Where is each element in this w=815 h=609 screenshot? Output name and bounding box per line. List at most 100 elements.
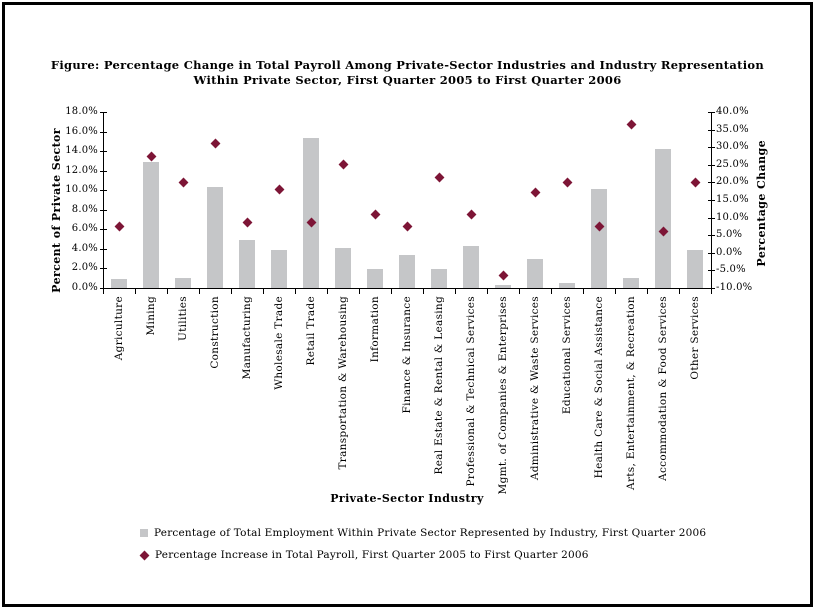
employment-bar: [335, 247, 351, 288]
category-label: Construction: [209, 296, 221, 369]
payroll-diamond: [178, 177, 188, 188]
payroll-diamond: [498, 270, 508, 281]
y-axis-right-tick-label: -5.0%: [716, 264, 746, 276]
y-axis-right-tick: [708, 182, 715, 184]
employment-bar: [495, 285, 511, 288]
y-axis-left-line: [103, 112, 104, 289]
x-axis-tick: [199, 288, 200, 294]
x-axis-tick: [135, 288, 136, 294]
employment-bar: [175, 278, 191, 288]
x-axis-tick: [263, 288, 264, 294]
diamond-icon: [139, 550, 150, 560]
payroll-diamond: [210, 138, 220, 149]
y-axis-right-tick-label: -10.0%: [716, 282, 753, 293]
y-axis-right-tick-label: 40.0%: [716, 106, 749, 117]
chart-title-line2: Within Private Sector, First Quarter 200…: [193, 73, 622, 87]
category-label: Retail Trade: [305, 296, 317, 366]
y-axis-left-tick: [100, 151, 107, 153]
y-axis-left-tick-label: 0.0%: [71, 282, 98, 293]
employment-bar: [623, 278, 639, 288]
legend-label-payroll: Percentage Increase in Total Payroll, Fi…: [155, 549, 589, 561]
payroll-diamond: [690, 177, 700, 188]
employment-bar: [431, 269, 447, 288]
category-label: Professional & Technical Services: [465, 296, 477, 487]
y-axis-right-tick-label: 15.0%: [716, 194, 749, 205]
x-axis-title: Private-Sector Industry: [330, 492, 484, 505]
y-axis-left-tick: [100, 190, 107, 192]
y-axis-right-title: Percentage Change: [755, 140, 768, 267]
employment-bar: [591, 189, 607, 288]
category-label: Arts, Entertainment, & Recreation: [625, 296, 637, 490]
y-axis-left-title: Percent of Private Sector: [50, 128, 63, 293]
payroll-diamond: [370, 209, 380, 220]
x-axis-tick: [583, 288, 584, 294]
y-axis-left-tick-label: 6.0%: [71, 223, 98, 235]
payroll-diamond: [530, 188, 540, 198]
y-axis-right-tick: [708, 147, 715, 149]
x-axis-tick: [615, 288, 616, 294]
payroll-diamond: [146, 151, 156, 161]
x-axis-tick: [711, 288, 712, 294]
category-label: Real Estate & Rental & Leasing: [433, 296, 445, 475]
employment-bar: [687, 249, 703, 288]
payroll-diamond: [242, 217, 252, 228]
x-axis-tick: [455, 288, 456, 294]
x-axis-tick: [679, 288, 680, 294]
x-axis-tick: [487, 288, 488, 294]
y-axis-left-tick: [100, 112, 107, 113]
category-label: Educational Services: [561, 296, 573, 415]
employment-bar: [527, 258, 543, 288]
y-axis-right-tick-label: 0.0%: [716, 246, 743, 258]
x-axis-tick: [551, 288, 552, 294]
legend-item-payroll: Percentage Increase in Total Payroll, Fi…: [139, 544, 706, 566]
employment-bar: [207, 187, 223, 288]
employment-bar: [655, 149, 671, 288]
y-axis-left-tick: [100, 170, 107, 172]
category-label: Manufacturing: [241, 296, 253, 380]
y-axis-left-tick-label: 16.0%: [65, 125, 98, 137]
category-label: Administrative & Waste Services: [529, 296, 541, 481]
category-label: Health Care & Social Assistance: [593, 296, 605, 479]
y-axis-left-tick-label: 12.0%: [65, 164, 98, 176]
category-label: Other Services: [689, 296, 701, 380]
y-axis-left-tick: [100, 209, 107, 211]
payroll-diamond: [338, 159, 348, 170]
category-label: Utilities: [177, 296, 189, 342]
payroll-diamond: [114, 221, 124, 232]
category-label: Transportation & Warehousing: [337, 296, 349, 470]
employment-bar: [463, 245, 479, 288]
x-axis-line: [103, 288, 712, 289]
legend: Percentage of Total Employment Within Pr…: [139, 522, 706, 566]
x-axis-tick: [423, 288, 424, 294]
y-axis-left-tick: [100, 229, 107, 231]
category-label: Information: [369, 296, 381, 363]
legend-item-employment: Percentage of Total Employment Within Pr…: [140, 522, 706, 544]
employment-bar: [303, 138, 319, 288]
chart-title-line1: Figure: Percentage Change in Total Payro…: [50, 58, 765, 72]
category-label: Mgmt. of Companies & Enterprises: [497, 296, 509, 495]
legend-label-employment: Percentage of Total Employment Within Pr…: [154, 527, 707, 539]
y-axis-left-tick: [100, 248, 107, 250]
x-axis-tick: [295, 288, 296, 294]
chart-title: Figure: Percentage Change in Total Payro…: [0, 58, 815, 88]
payroll-diamond: [402, 221, 412, 232]
y-axis-right-tick: [708, 200, 715, 201]
employment-bar: [399, 254, 415, 288]
employment-bar: [559, 283, 575, 288]
payroll-diamond: [562, 177, 572, 188]
employment-bar: [271, 249, 287, 288]
y-axis-left-tick: [100, 131, 107, 133]
x-axis-tick: [327, 288, 328, 294]
y-axis-left-tick-label: 2.0%: [71, 262, 98, 274]
category-label: Finance & Insurance: [401, 296, 413, 414]
payroll-diamond: [274, 184, 284, 195]
payroll-diamond: [466, 209, 476, 220]
x-axis-tick: [519, 288, 520, 294]
x-axis-tick: [391, 288, 392, 294]
category-label: Accommodation & Food Services: [657, 296, 669, 481]
y-axis-right-tick: [708, 129, 715, 131]
y-axis-right-tick: [708, 270, 715, 272]
y-axis-right-tick-label: 25.0%: [716, 158, 749, 170]
y-axis-right-tick: [708, 164, 715, 166]
